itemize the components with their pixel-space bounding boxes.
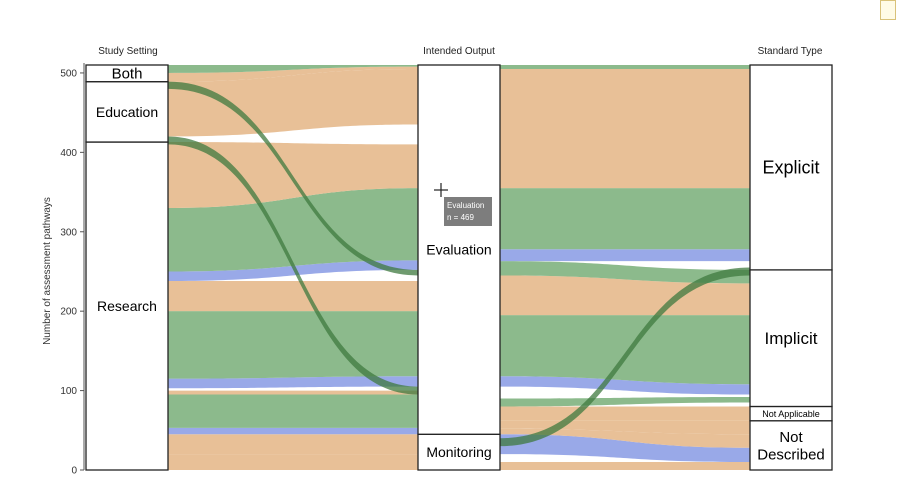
tooltip-count: n = 469 <box>447 213 474 222</box>
left-flow-6 <box>168 311 418 379</box>
left-flow-2 <box>168 427 418 435</box>
y-tick-label-500: 500 <box>60 68 77 79</box>
stratum-research[interactable] <box>85 141 169 471</box>
right-flow-11 <box>500 188 750 250</box>
strata-layer: Research Education Both Monitoring Evaluatio… <box>85 64 833 471</box>
right-flow-4 <box>500 406 750 421</box>
right-flow-13 <box>500 65 750 69</box>
stratum-label-not-described-0: Not <box>779 429 803 446</box>
axis-header-intended-output: Intended Output <box>423 46 495 57</box>
left-flow-1 <box>168 434 418 455</box>
stratum-label-explicit: Explicit <box>762 158 819 178</box>
stratum-explicit[interactable] <box>749 64 833 271</box>
y-axis: 0 100 200 300 400 500 <box>60 63 85 477</box>
right-flow-6 <box>500 376 750 395</box>
stratum-label-implicit: Implicit <box>765 329 818 348</box>
right-flow-7 <box>500 315 750 385</box>
right-flow-2 <box>500 428 750 448</box>
cursor-crosshair-icon <box>434 183 448 197</box>
right-flow-14 <box>500 267 750 447</box>
stratum-both[interactable] <box>85 64 169 83</box>
flows-layer <box>168 65 750 470</box>
stratum-label-education: Education <box>96 104 158 120</box>
stratum-label-research: Research <box>97 298 157 314</box>
right-flow-9 <box>500 261 750 284</box>
stratum-not-described[interactable] <box>749 420 833 471</box>
left-flow-7 <box>168 281 418 312</box>
left-flow-5 <box>168 376 418 389</box>
y-tick-label-0: 0 <box>71 466 77 477</box>
stratum-label-evaluation: Evaluation <box>426 242 491 258</box>
y-tick-label-200: 200 <box>60 307 77 318</box>
y-tick-label-100: 100 <box>60 386 77 397</box>
tooltip-title: Evaluation <box>447 201 484 210</box>
stratum-monitoring[interactable] <box>417 433 501 471</box>
y-tick-label-300: 300 <box>60 227 77 238</box>
left-flow-11 <box>168 68 418 137</box>
stratum-label-not-applicable: Not Applicable <box>762 409 820 419</box>
right-flow-12 <box>500 68 750 189</box>
stratum-implicit[interactable] <box>749 269 833 408</box>
tooltip: Evaluation n = 469 <box>444 197 492 226</box>
corner-widget <box>880 0 896 20</box>
y-axis-label: Number of assessment pathways <box>42 197 53 345</box>
axis-header-study-setting: Study Setting <box>98 46 157 57</box>
left-flow-14 <box>168 81 418 276</box>
right-flow-0 <box>500 462 750 470</box>
stratum-label-both: Both <box>112 66 143 83</box>
left-flow-3 <box>168 394 418 428</box>
left-flow-15 <box>168 65 418 73</box>
stratum-label-not-described-1: Described <box>757 446 825 463</box>
stratum-evaluation[interactable] <box>417 64 501 435</box>
stratum-label-monitoring: Monitoring <box>426 444 491 460</box>
left-flow-13 <box>168 136 418 395</box>
left-flow-10 <box>168 142 418 208</box>
left-flow-12 <box>168 66 418 82</box>
left-flow-8 <box>168 260 418 281</box>
right-flow-5 <box>500 396 750 407</box>
y-tick-label-400: 400 <box>60 148 77 159</box>
stratum-education[interactable] <box>85 81 169 143</box>
axis-header-standard-type: Standard Type <box>758 46 823 57</box>
right-flow-8 <box>500 275 750 316</box>
left-flow-0 <box>168 454 418 470</box>
left-flow-4 <box>168 390 418 395</box>
right-flow-1 <box>500 434 750 463</box>
right-flow-10 <box>500 249 750 262</box>
